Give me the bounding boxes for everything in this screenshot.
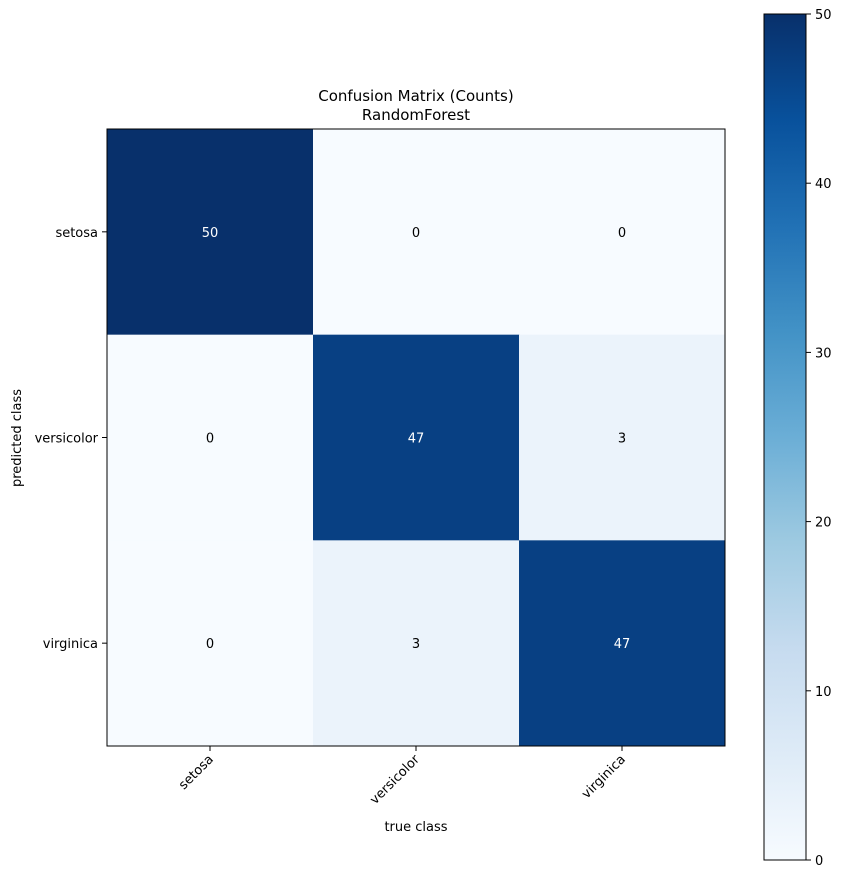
heatmap-cell (519, 334, 726, 541)
colorbar-ticks: 0 10 20 30 40 50 (806, 8, 832, 869)
cell-value-label: 47 (614, 637, 631, 652)
y-tick-label: virginica (43, 637, 98, 652)
cell-value-label: 47 (408, 432, 425, 447)
heatmap-cell (107, 129, 314, 336)
heatmap-cell (313, 129, 520, 336)
y-tick-label: versicolor (35, 432, 99, 447)
cell-value-label: 3 (412, 637, 420, 652)
cell-value-label: 0 (206, 432, 214, 447)
cell-value-label: 0 (206, 637, 214, 652)
colorbar (763, 13, 807, 861)
heatmap-cell (519, 540, 726, 747)
cell-value-label: 50 (202, 226, 219, 241)
colorbar-tick-label: 0 (815, 854, 823, 869)
x-tick-label: versicolor (367, 752, 423, 808)
colorbar-tick-label: 40 (815, 177, 832, 192)
heatmap-cells: 50 0 0 0 47 3 0 3 47 (107, 129, 726, 747)
colorbar-tick-label: 10 (815, 685, 832, 700)
chart-title-line1: Confusion Matrix (Counts) (318, 87, 513, 105)
heatmap-cell (107, 334, 314, 541)
y-tick-label: setosa (55, 226, 98, 241)
x-axis-label: true class (384, 820, 447, 835)
cell-value-label: 0 (412, 226, 420, 241)
y-axis-label: predicted class (10, 389, 25, 487)
heatmap-cell (107, 540, 314, 747)
x-tick-label: virginica (579, 752, 629, 802)
colorbar-tick-label: 50 (815, 8, 832, 23)
x-axis-ticks: setosa versicolor virginica (176, 746, 629, 808)
heatmap-cell (313, 540, 520, 747)
y-axis-ticks: setosa versicolor virginica (35, 226, 107, 652)
cell-value-label: 3 (618, 432, 626, 447)
colorbar-tick-label: 30 (815, 346, 832, 361)
x-tick-label: setosa (176, 752, 217, 793)
heatmap-cell (313, 334, 520, 541)
heatmap-cell (519, 129, 726, 336)
colorbar-tick-label: 20 (815, 516, 832, 531)
cell-value-label: 0 (618, 226, 626, 241)
chart-title-line2: RandomForest (362, 106, 470, 124)
